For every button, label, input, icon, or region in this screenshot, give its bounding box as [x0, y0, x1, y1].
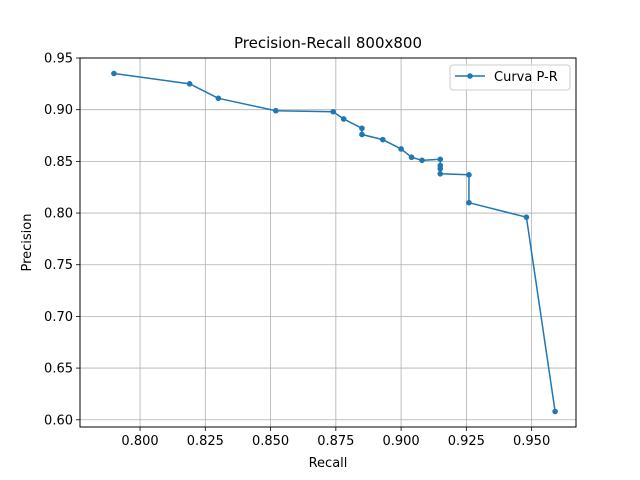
y-tick-label: 0.85 [44, 155, 73, 170]
data-point [437, 156, 444, 163]
y-tick-label: 0.65 [44, 362, 73, 377]
y-tick-label: 0.75 [44, 258, 73, 273]
y-axis-label: Precision [20, 213, 35, 271]
data-point [272, 107, 279, 114]
x-tick-label: 0.925 [448, 434, 485, 449]
x-tick-label: 0.800 [121, 434, 158, 449]
x-tick-label: 0.825 [187, 434, 224, 449]
data-point [466, 199, 472, 206]
x-tick-label: 0.950 [513, 434, 550, 449]
x-axis-label: Recall [309, 456, 348, 471]
data-point [437, 170, 444, 177]
plot-frame [79, 57, 577, 428]
data-point [340, 116, 347, 122]
series-line [113, 72, 556, 412]
data-point [523, 214, 530, 220]
data-point [186, 81, 193, 87]
y-tick-label: 0.70 [44, 310, 73, 325]
data-point [398, 146, 404, 152]
x-tick-label: 0.900 [382, 434, 419, 449]
legend-box [449, 64, 571, 91]
legend: Curva P-R [449, 64, 571, 91]
data-point [552, 408, 558, 415]
y-tick-label: 0.95 [44, 52, 73, 67]
data-point [408, 154, 415, 161]
data-point [111, 70, 117, 77]
y-tick-label: 0.80 [44, 207, 73, 222]
x-tick-label: 0.875 [317, 434, 354, 449]
legend-label: Curva P-R [494, 70, 558, 85]
y-tick-label: 0.90 [44, 103, 73, 118]
legend-marker-sample [467, 73, 473, 79]
y-tick-label: 0.60 [44, 413, 73, 428]
data-point [359, 131, 365, 138]
data-point [215, 95, 222, 102]
series-layer [111, 70, 558, 415]
data-point [330, 108, 337, 115]
data-point [419, 157, 425, 164]
data-point [380, 136, 386, 143]
data-point [359, 125, 365, 132]
x-tick-label: 0.850 [252, 434, 289, 449]
data-point [466, 171, 472, 178]
axis-ticks: 0.800 0.825 0.850 0.875 0.900 0.925 0.950 0.60 0… [44, 52, 550, 450]
data-point [437, 165, 444, 172]
chart-title: Precision-Recall 800x800 [234, 34, 422, 52]
